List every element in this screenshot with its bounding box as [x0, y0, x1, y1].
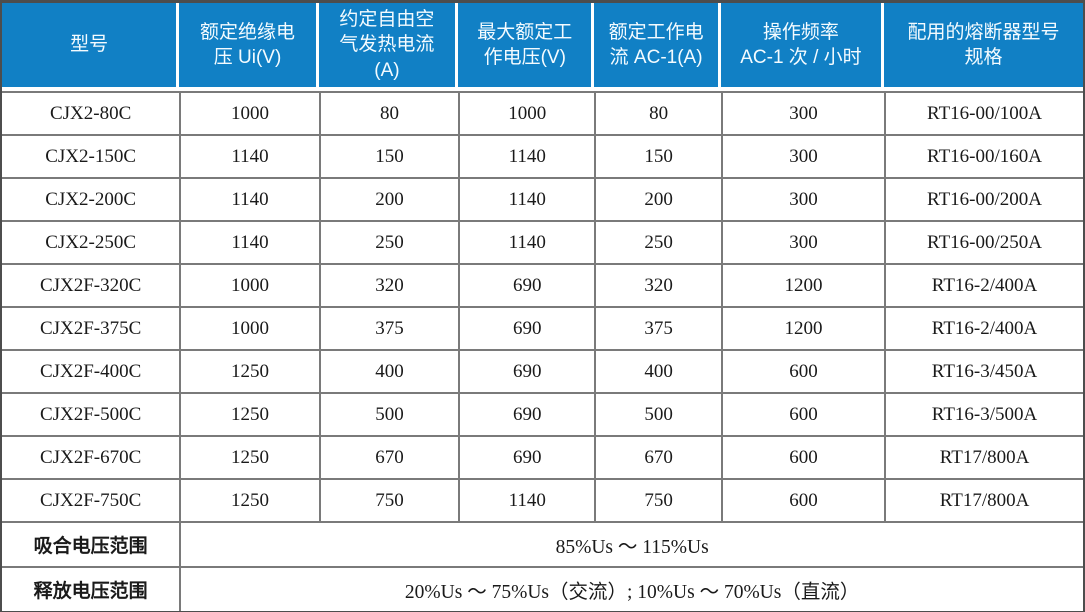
table-cell: 400: [594, 349, 721, 392]
table-row: CJX2-250C 1140 250 1140 250 300 RT16-00/…: [2, 220, 1083, 263]
table-cell: 1140: [179, 177, 319, 220]
model-cell: CJX2F-500C: [2, 392, 180, 435]
table-cell: 600: [720, 392, 885, 435]
table-row: CJX2F-400C 1250 400 690 400 600 RT16-3/4…: [2, 349, 1083, 392]
table-cell: 600: [720, 349, 885, 392]
table-cell: 300: [720, 91, 885, 134]
table-cell: 320: [594, 263, 721, 306]
table-row: CJX2-150C 1140 150 1140 150 300 RT16-00/…: [2, 134, 1083, 177]
table-cell: 320: [318, 263, 459, 306]
table-cell: 500: [318, 392, 459, 435]
table-cell: 600: [720, 478, 885, 521]
header-row: 型号 额定绝缘电 压 Ui(V) 约定自由空 气发热电流 (A) 最大额定工 作…: [2, 3, 1083, 91]
table-cell: 150: [318, 134, 459, 177]
table-cell: RT16-00/160A: [884, 134, 1083, 177]
table-cell: 1200: [720, 263, 885, 306]
table-row: CJX2-200C 1140 200 1140 200 300 RT16-00/…: [2, 177, 1083, 220]
table-cell: 1140: [179, 134, 319, 177]
table-cell: 375: [594, 306, 721, 349]
model-cell: CJX2F-320C: [2, 263, 180, 306]
table-cell: 1000: [179, 263, 319, 306]
table-row: CJX2F-375C 1000 375 690 375 1200 RT16-2/…: [2, 306, 1083, 349]
pickup-voltage-range-value: 85%Us ～ 115%Us: [179, 521, 1083, 566]
table-cell: 500: [594, 392, 721, 435]
release-voltage-range-row: 释放电压范围 20%Us ～ 75%Us（交流）; 10%Us ～ 70%Us（…: [2, 566, 1083, 611]
table-cell: 150: [594, 134, 721, 177]
column-header-working-current: 额定工作电 流 AC-1(A): [594, 3, 721, 91]
table-cell: RT17/800A: [884, 435, 1083, 478]
table-cell: 690: [458, 392, 595, 435]
table-cell: 690: [458, 435, 595, 478]
table-cell: 690: [458, 349, 595, 392]
table-cell: 1250: [179, 349, 319, 392]
table-cell: 600: [720, 435, 885, 478]
table-cell: RT16-2/400A: [884, 306, 1083, 349]
table-cell: 1140: [179, 220, 319, 263]
table-cell: 200: [594, 177, 721, 220]
model-cell: CJX2-80C: [2, 91, 180, 134]
table-cell: 690: [458, 306, 595, 349]
table-cell: 670: [318, 435, 459, 478]
table-cell: 80: [318, 91, 459, 134]
table-cell: RT16-00/100A: [884, 91, 1083, 134]
release-voltage-range-label: 释放电压范围: [2, 566, 180, 611]
table-cell: RT16-00/200A: [884, 177, 1083, 220]
table-cell: 1140: [458, 134, 595, 177]
table-cell: 1140: [458, 220, 595, 263]
model-cell: CJX2F-400C: [2, 349, 180, 392]
table-cell: 200: [318, 177, 459, 220]
table-row: CJX2F-320C 1000 320 690 320 1200 RT16-2/…: [2, 263, 1083, 306]
table-cell: 80: [594, 91, 721, 134]
table-cell: RT16-3/500A: [884, 392, 1083, 435]
table-cell: 250: [594, 220, 721, 263]
table-cell: RT16-00/250A: [884, 220, 1083, 263]
table-cell: RT17/800A: [884, 478, 1083, 521]
table-row: CJX2F-500C 1250 500 690 500 600 RT16-3/5…: [2, 392, 1083, 435]
table-cell: 300: [720, 134, 885, 177]
column-header-model: 型号: [2, 3, 180, 91]
table-cell: 400: [318, 349, 459, 392]
table-cell: 1250: [179, 392, 319, 435]
table-cell: 300: [720, 177, 885, 220]
model-cell: CJX2F-750C: [2, 478, 180, 521]
table-cell: 750: [594, 478, 721, 521]
table-row: CJX2F-670C 1250 670 690 670 600 RT17/800…: [2, 435, 1083, 478]
column-header-max-working-voltage: 最大额定工 作电压(V): [458, 3, 595, 91]
table-cell: 670: [594, 435, 721, 478]
table-cell: 1000: [179, 306, 319, 349]
table-cell: RT16-2/400A: [884, 263, 1083, 306]
table-cell: 375: [318, 306, 459, 349]
table-cell: 250: [318, 220, 459, 263]
model-cell: CJX2-150C: [2, 134, 180, 177]
column-header-operating-frequency: 操作频率 AC-1 次 / 小时: [720, 3, 885, 91]
table-cell: 750: [318, 478, 459, 521]
table-row: CJX2F-750C 1250 750 1140 750 600 RT17/80…: [2, 478, 1083, 521]
table-cell: 690: [458, 263, 595, 306]
column-header-fuse-spec: 配用的熔断器型号 规格: [884, 3, 1083, 91]
table-cell: 300: [720, 220, 885, 263]
model-cell: CJX2-250C: [2, 220, 180, 263]
table-row: CJX2-80C 1000 80 1000 80 300 RT16-00/100…: [2, 91, 1083, 134]
table-cell: 1000: [458, 91, 595, 134]
table-cell: 1140: [458, 177, 595, 220]
table-cell: 1000: [179, 91, 319, 134]
pickup-voltage-range-row: 吸合电压范围 85%Us ～ 115%Us: [2, 521, 1083, 566]
table-cell: 1200: [720, 306, 885, 349]
column-header-insulation-voltage: 额定绝缘电 压 Ui(V): [179, 3, 319, 91]
table-cell: 1250: [179, 435, 319, 478]
pickup-voltage-range-label: 吸合电压范围: [2, 521, 180, 566]
table-cell: 1140: [458, 478, 595, 521]
model-cell: CJX2F-670C: [2, 435, 180, 478]
table-cell: 1250: [179, 478, 319, 521]
column-header-thermal-current: 约定自由空 气发热电流 (A): [318, 3, 459, 91]
contactor-spec-table: 型号 额定绝缘电 压 Ui(V) 约定自由空 气发热电流 (A) 最大额定工 作…: [2, 3, 1083, 611]
release-voltage-range-value: 20%Us ～ 75%Us（交流）; 10%Us ～ 70%Us（直流）: [179, 566, 1083, 611]
table-cell: RT16-3/450A: [884, 349, 1083, 392]
model-cell: CJX2F-375C: [2, 306, 180, 349]
model-cell: CJX2-200C: [2, 177, 180, 220]
